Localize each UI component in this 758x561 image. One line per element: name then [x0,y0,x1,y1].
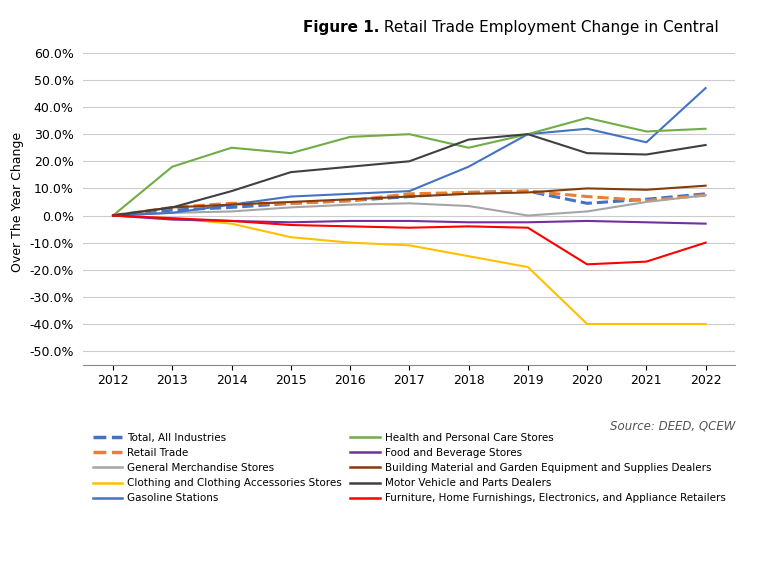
Legend: Total, All Industries, Retail Trade, General Merchandise Stores, Clothing and Cl: Total, All Industries, Retail Trade, Gen… [89,429,730,508]
Text: Source: DEED, QCEW: Source: DEED, QCEW [610,420,735,433]
Text: Figure 1.: Figure 1. [302,20,379,35]
Y-axis label: Over The Year Change: Over The Year Change [11,132,23,272]
Text: Retail Trade Employment Change in Central: Retail Trade Employment Change in Centra… [379,20,719,35]
